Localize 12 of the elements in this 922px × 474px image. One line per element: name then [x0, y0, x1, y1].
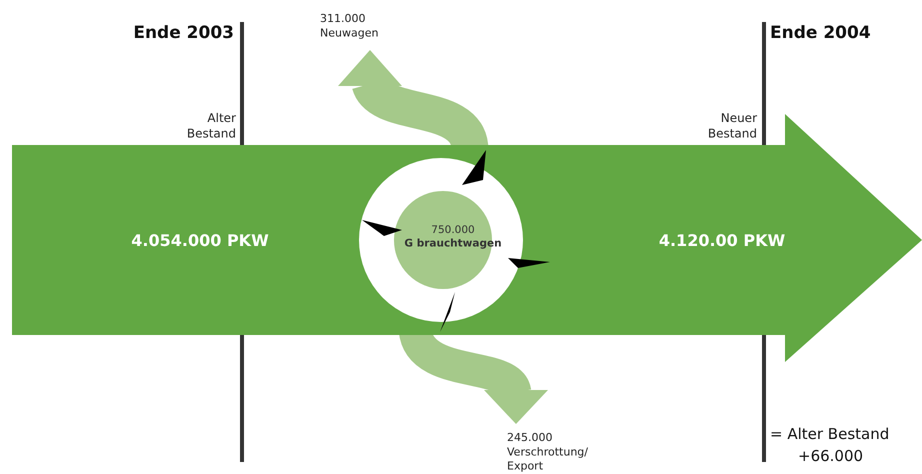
text: Ende 2003 — [133, 23, 234, 43]
category-label: Alter Bestand — [186, 111, 236, 141]
data-label: 245.000 — [507, 431, 552, 444]
category-label: Verschrottung/ Export — [507, 445, 588, 473]
data-label: 311.000 — [320, 12, 366, 25]
data-label: 4.054.000 PKW — [131, 231, 270, 250]
text: = Alter Bestand +66.000 — [770, 425, 890, 465]
category-label: Neuwagen — [320, 26, 378, 40]
text: Ende 2004 — [770, 23, 871, 43]
data-label: 4.120.00 PKW — [658, 231, 786, 250]
category-label: Neuer Bestand — [708, 111, 758, 141]
data-label: 750.000 — [431, 224, 475, 236]
